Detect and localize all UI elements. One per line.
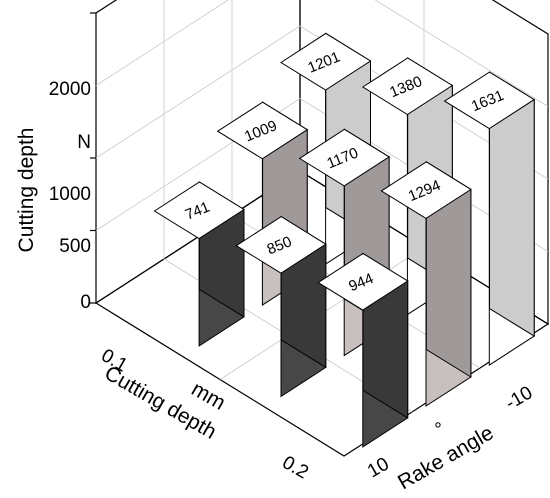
bar-top-face xyxy=(443,71,536,130)
y-unit-label: N xyxy=(77,132,91,153)
y-tick-label-500: 500 xyxy=(59,236,91,257)
rake-tick-label-10: 10 xyxy=(364,454,393,483)
y-tick-label-2000: 2000 xyxy=(49,79,91,100)
y-tick-label-1000: 1000 xyxy=(49,184,91,205)
depth-tick-label-0.2: 0.2 xyxy=(279,452,312,483)
bar: 944 xyxy=(317,252,409,448)
bar-top-face xyxy=(361,57,454,116)
bar: 850 xyxy=(235,215,327,398)
bar-top-face xyxy=(235,216,327,274)
bar-top-face xyxy=(216,101,309,160)
y-axis-title: Cutting depth xyxy=(15,128,38,253)
rake-tick-label--10: -10 xyxy=(502,382,536,414)
bar-top-face xyxy=(380,161,472,219)
bar: 1294 xyxy=(380,160,472,407)
bar-top-face xyxy=(317,252,409,311)
bar-top-face xyxy=(280,32,372,91)
y-tick-label-0: 0 xyxy=(80,292,91,313)
bar-top-face xyxy=(153,181,245,240)
rake-unit-label: ° xyxy=(432,418,449,440)
bar: 741 xyxy=(153,181,245,347)
bar: 1631 xyxy=(443,71,536,367)
bar-top-face xyxy=(298,128,391,187)
